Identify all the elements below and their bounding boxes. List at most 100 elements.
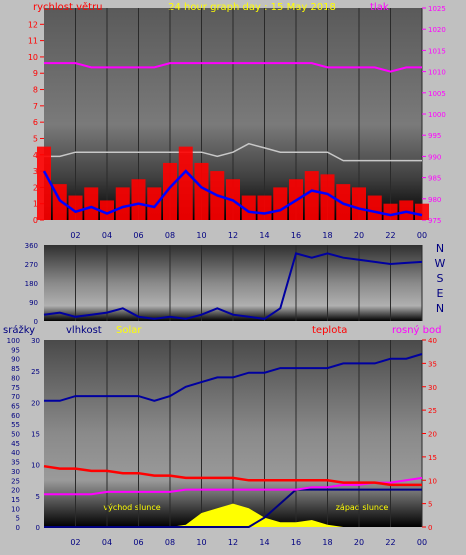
rain-ytick-label: 90 (11, 356, 20, 364)
temperature-ytick-label: 10 (428, 477, 437, 485)
wind-gust-bar (352, 187, 366, 220)
pressure-ytick-label: 1015 (428, 47, 446, 55)
wind-ytick-label: 12 (28, 20, 38, 29)
pressure-ytick-label: 990 (428, 153, 441, 161)
humidity-xtick-label: 20 (354, 538, 364, 547)
wind-gust-bar (241, 195, 256, 220)
humidity-xtick-label: 14 (259, 538, 269, 547)
rain-ytick-label: 65 (11, 402, 20, 410)
pressure-ytick-label: 995 (428, 132, 441, 140)
wind-gust-bar (304, 171, 319, 220)
compass-label: S (437, 272, 444, 285)
wind-gust-bar (383, 203, 398, 220)
rain-ytick-label: 85 (11, 365, 20, 373)
temperature-ytick-label: 20 (428, 431, 437, 439)
wind-xtick-label: 04 (102, 231, 112, 240)
pressure-ytick-label: 1005 (428, 90, 446, 98)
rain-ytick-label: 40 (11, 449, 20, 457)
wind-xtick-label: 12 (228, 231, 238, 240)
wind-pressure-panel: 24 hour graph day : 15 May 2018 rychlost… (28, 1, 446, 240)
rain-line (44, 488, 422, 528)
humidity-xtick-label: 10 (196, 538, 206, 547)
temperature-ytick-label: 35 (428, 360, 437, 368)
rain-ytick-label: 50 (11, 431, 20, 439)
direction-ytick-label: 180 (25, 280, 38, 288)
direction-ytick-label: 90 (29, 299, 38, 307)
compass-label: N (436, 242, 444, 255)
compass-label: E (437, 287, 444, 300)
temperature-ytick-label: 0 (428, 524, 432, 532)
rain-ytick-label: 5 (16, 515, 20, 523)
wind-avg-line (42, 169, 423, 217)
pressure-ytick-label: 975 (428, 217, 441, 225)
humidity-xtick-label: 06 (133, 538, 143, 547)
rain-ytick-label: 45 (11, 440, 20, 448)
wind-gust-bar (320, 174, 335, 220)
humidity-temperature-panel: srážky vlhkost Solar teplota rosný bod v… (3, 324, 441, 547)
solar-area (44, 503, 422, 527)
wind-gust-bar (399, 200, 414, 220)
wind-xtick-label: 16 (291, 231, 301, 240)
rain-ytick-label: 100 (7, 337, 20, 345)
rain-ytick-label: 15 (11, 496, 20, 504)
rain-ytick-label: 70 (11, 393, 20, 401)
wind-ytick-label: 9 (33, 69, 38, 78)
chart-title: 24 hour graph day : 15 May 2018 (168, 2, 336, 13)
rain-ytick-label: 35 (11, 459, 20, 467)
wind-gust-bar (178, 146, 193, 220)
humidity-ytick-label: 15 (31, 431, 40, 439)
wind-xtick-label: 00 (417, 231, 427, 240)
wind-gust-bar (68, 195, 83, 220)
humidity-xtick-label: 16 (291, 538, 301, 547)
wind-xtick-label: 20 (354, 231, 364, 240)
wind-gust-bar (415, 203, 429, 220)
sunset-annotation: západ slunce (336, 503, 389, 512)
rain-ytick-label: 75 (11, 384, 20, 392)
wind-axis-label: rychlost větru (33, 1, 103, 13)
wind-xtick-label: 02 (70, 231, 80, 240)
temperature-ytick-label: 25 (428, 407, 437, 415)
wind-ytick-label: 0 (33, 216, 38, 225)
rain-ytick-label: 60 (11, 412, 20, 420)
pressure-ytick-label: 1020 (428, 26, 446, 34)
dewpoint-axis-label: rosný bod (392, 324, 441, 336)
humidity-xtick-label: 08 (165, 538, 175, 547)
wind-ytick-label: 8 (33, 86, 38, 95)
rain-ytick-label: 30 (11, 468, 20, 476)
pressure-axis-label: tlak (370, 2, 389, 13)
pressure-ytick-label: 1025 (428, 5, 446, 13)
compass-label: N (436, 302, 444, 315)
wind-ytick-label: 6 (33, 118, 38, 127)
rain-ytick-label: 95 (11, 346, 20, 354)
humidity-ytick-label: 0 (36, 524, 40, 532)
pressure-ytick-label: 980 (428, 196, 441, 204)
wind-ytick-label: 2 (33, 183, 38, 192)
sunrise-annotation: východ slunce (103, 503, 160, 512)
wind-xtick-label: 14 (259, 231, 269, 240)
wind-ytick-label: 10 (28, 53, 38, 62)
wind-ytick-label: 1 (33, 200, 38, 209)
rain-ytick-label: 20 (11, 487, 20, 495)
direction-ytick-label: 0 (34, 318, 38, 326)
rain-axis-label: srážky (3, 324, 35, 336)
humidity-ytick-label: 10 (31, 462, 40, 470)
wind-ytick-label: 11 (28, 37, 38, 46)
humidity-xtick-label: 00 (417, 538, 427, 547)
wind-gust-bar (100, 200, 114, 220)
wind-gust-bar (163, 162, 177, 220)
wind-gust-bar (194, 162, 209, 220)
direction-ytick-label: 270 (25, 261, 38, 269)
humidity-xtick-label: 22 (385, 538, 395, 547)
pressure-line (44, 62, 422, 73)
rain-ytick-label: 80 (11, 374, 20, 382)
wind-gust-bar (336, 184, 351, 220)
wind-xtick-label: 06 (133, 231, 143, 240)
humidity-xtick-label: 18 (322, 538, 332, 547)
temperature-ytick-label: 40 (428, 337, 437, 345)
compass-label: W (435, 257, 446, 270)
pressure-ytick-label: 1000 (428, 111, 446, 119)
temperature-axis-label: teplota (312, 325, 347, 336)
wind-gust-bar (131, 179, 146, 220)
